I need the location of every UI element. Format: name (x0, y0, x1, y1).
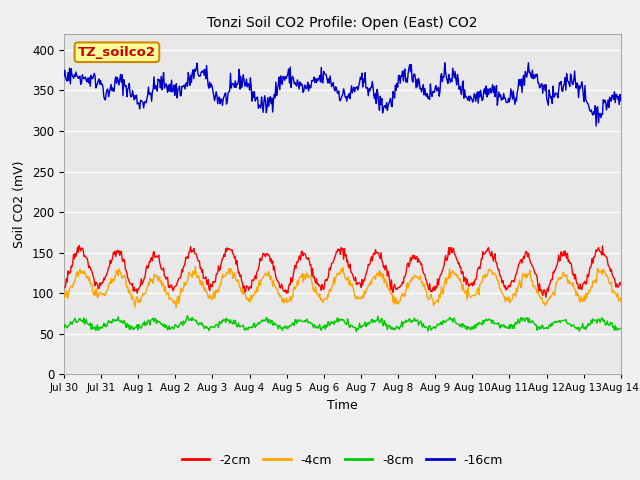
Title: Tonzi Soil CO2 Profile: Open (East) CO2: Tonzi Soil CO2 Profile: Open (East) CO2 (207, 16, 477, 30)
X-axis label: Time: Time (327, 399, 358, 412)
Y-axis label: Soil CO2 (mV): Soil CO2 (mV) (13, 160, 26, 248)
Legend: -2cm, -4cm, -8cm, -16cm: -2cm, -4cm, -8cm, -16cm (177, 449, 508, 472)
Text: TZ_soilco2: TZ_soilco2 (78, 46, 156, 59)
